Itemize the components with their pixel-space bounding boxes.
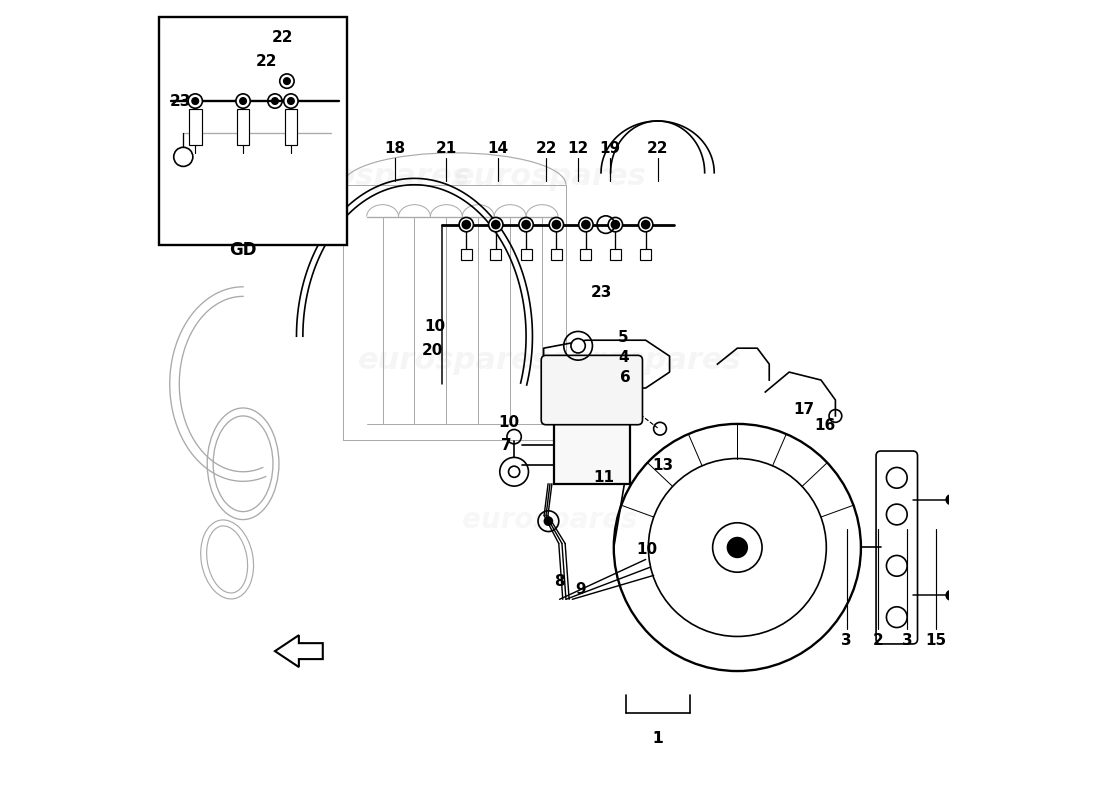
Text: 10: 10 [498, 415, 519, 430]
Text: 17: 17 [793, 402, 814, 417]
Text: eurospares: eurospares [462, 506, 638, 534]
Text: 22: 22 [256, 54, 277, 69]
Text: GD: GD [229, 241, 256, 259]
Bar [160, 18, 346, 245]
Circle shape [727, 538, 747, 558]
Text: eurospares: eurospares [453, 162, 647, 191]
Text: 11: 11 [593, 470, 614, 485]
Circle shape [488, 218, 503, 232]
Circle shape [192, 98, 198, 104]
Circle shape [522, 221, 530, 229]
Bar [551, 249, 562, 261]
Bar [520, 249, 531, 261]
Circle shape [549, 218, 563, 232]
Text: 3: 3 [842, 634, 851, 648]
Text: 21: 21 [436, 142, 456, 156]
Circle shape [508, 466, 519, 478]
Circle shape [519, 218, 534, 232]
Text: 16: 16 [814, 418, 836, 433]
Text: 9: 9 [575, 582, 585, 598]
Circle shape [946, 590, 956, 600]
Bar [491, 249, 502, 261]
Text: 19: 19 [600, 142, 620, 156]
Circle shape [188, 94, 202, 108]
Polygon shape [275, 635, 322, 667]
Circle shape [462, 221, 471, 229]
Ellipse shape [207, 408, 279, 519]
Bar [189, 109, 201, 145]
Text: 10: 10 [637, 542, 658, 557]
Text: 10: 10 [425, 319, 446, 334]
Text: 18: 18 [384, 142, 405, 156]
Bar [285, 109, 297, 145]
Text: 4: 4 [618, 350, 629, 366]
Text: 22: 22 [647, 142, 669, 156]
Circle shape [284, 94, 298, 108]
Circle shape [608, 218, 623, 232]
Bar [581, 249, 592, 261]
Bar [554, 420, 629, 484]
Text: 15: 15 [925, 634, 946, 648]
Circle shape [946, 495, 956, 505]
Circle shape [492, 221, 499, 229]
Circle shape [612, 221, 619, 229]
Text: 23: 23 [591, 285, 613, 300]
Text: eurospares: eurospares [549, 346, 742, 374]
Text: 22: 22 [536, 142, 557, 156]
Circle shape [638, 218, 652, 232]
Ellipse shape [213, 416, 273, 512]
Circle shape [235, 94, 250, 108]
Ellipse shape [200, 520, 254, 599]
FancyBboxPatch shape [876, 451, 917, 644]
Circle shape [571, 338, 585, 353]
Text: 20: 20 [422, 343, 443, 358]
Bar [236, 109, 250, 145]
Text: 13: 13 [652, 458, 674, 473]
Circle shape [272, 98, 278, 104]
Text: 2: 2 [873, 634, 883, 648]
Circle shape [459, 218, 473, 232]
Circle shape [579, 218, 593, 232]
Bar [640, 249, 651, 261]
Text: 6: 6 [620, 370, 631, 385]
Circle shape [552, 221, 560, 229]
Text: 14: 14 [487, 142, 508, 156]
Circle shape [240, 98, 246, 104]
Circle shape [284, 78, 290, 84]
Circle shape [641, 221, 650, 229]
Text: 5: 5 [618, 330, 629, 346]
Circle shape [582, 221, 590, 229]
Text: 1: 1 [652, 731, 663, 746]
Ellipse shape [207, 526, 248, 593]
Text: 8: 8 [554, 574, 565, 590]
Text: 1: 1 [652, 731, 663, 746]
Text: 3: 3 [902, 634, 913, 648]
Text: 23: 23 [170, 94, 191, 109]
FancyBboxPatch shape [541, 355, 642, 425]
Text: eurospares: eurospares [358, 346, 551, 374]
Text: 22: 22 [272, 30, 294, 45]
Text: 12: 12 [568, 142, 588, 156]
Bar [461, 249, 472, 261]
Circle shape [288, 98, 294, 104]
Text: eurospares: eurospares [278, 162, 471, 191]
Bar [609, 249, 622, 261]
Circle shape [544, 517, 552, 525]
Text: 7: 7 [500, 438, 512, 453]
